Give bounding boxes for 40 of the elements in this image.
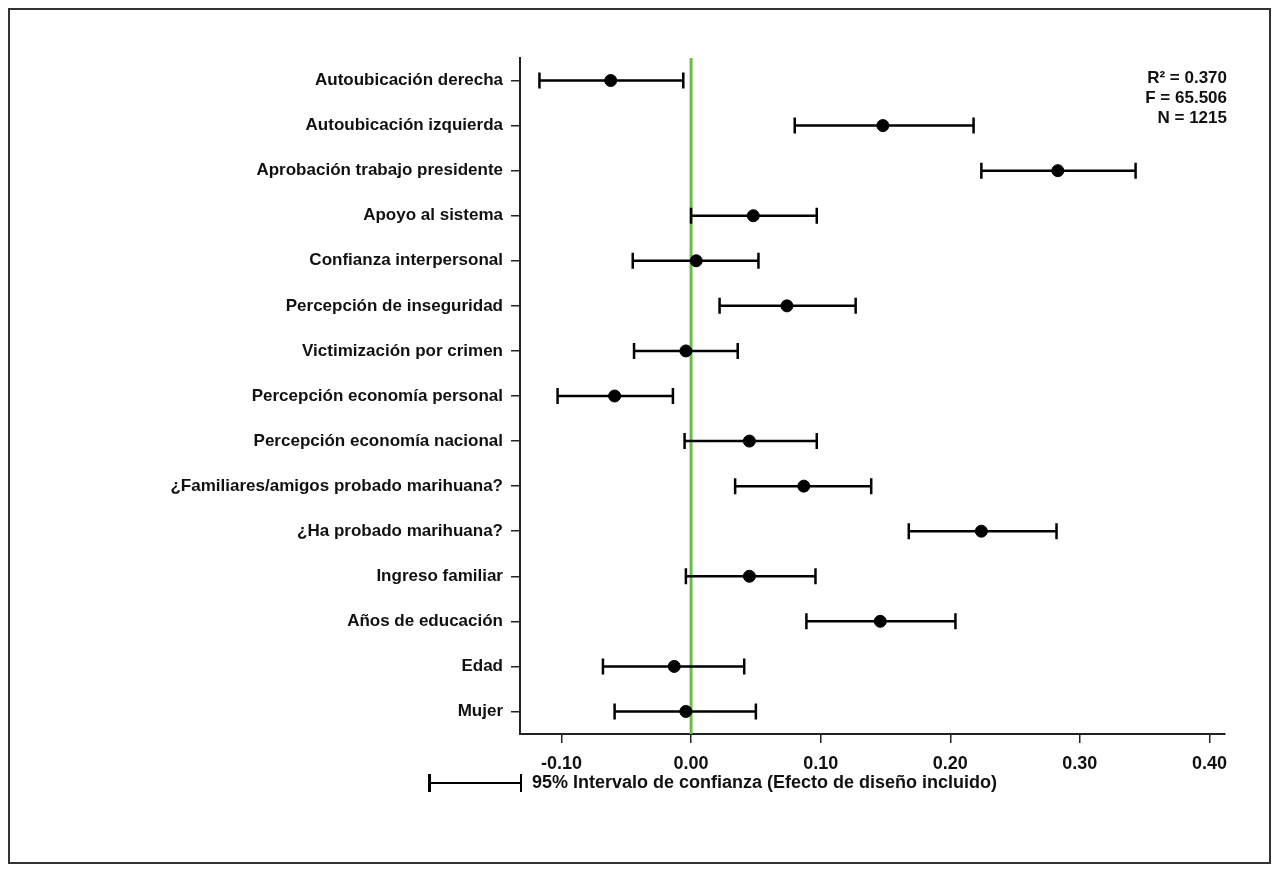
point (679, 704, 693, 718)
y-tick-label: Autoubicación izquierda (305, 115, 504, 135)
y-tick-label: Mujer (457, 701, 504, 721)
text: 95% Intervalo de confianza (Efecto de diseño incluido) (532, 772, 998, 793)
x-tick-label: 0.00 (673, 752, 709, 773)
point (797, 479, 811, 493)
x-tick-label: 0.40 (1191, 752, 1227, 773)
y-tick-label: Percepción economía personal (251, 385, 503, 405)
point (608, 389, 622, 403)
point (746, 209, 760, 223)
annotation: F = 65.506 (1145, 88, 1227, 108)
y-tick-label: Confianza interpersonal (309, 250, 503, 270)
y-tick-label: Victimización por crimen (302, 340, 503, 360)
annotation: N = 1215 (1156, 108, 1227, 128)
y-tick-label: Edad (461, 656, 503, 676)
annotation: R² = 0.370 (1146, 68, 1227, 88)
x-tick-label: 0.10 (803, 752, 839, 773)
y-tick-label: Ingreso familiar (376, 565, 504, 585)
y-tick-label: Apoyo al sistema (363, 205, 504, 225)
point (876, 119, 890, 133)
point (873, 614, 887, 628)
point (974, 524, 988, 538)
y-tick-label: Percepción de inseguridad (285, 295, 503, 315)
point (667, 659, 681, 673)
x-tick-label: -0.10 (540, 752, 582, 773)
point (780, 299, 794, 313)
y-tick-label: ¿Ha probado marihuana? (297, 520, 503, 540)
y-tick-label: Años de educación (347, 611, 503, 631)
point (742, 569, 756, 583)
y-tick-label: Autoubicación derecha (315, 70, 504, 90)
x-tick-label: 0.30 (1062, 752, 1098, 773)
point (689, 254, 703, 268)
y-tick-label: Percepción economía nacional (253, 430, 503, 450)
point (604, 74, 618, 88)
point (1051, 164, 1065, 178)
point (679, 344, 693, 358)
y-tick-label: ¿Familiares/amigos probado marihuana? (170, 475, 503, 495)
x-tick-label: 0.20 (932, 752, 968, 773)
point (742, 434, 756, 448)
y-tick-label: Aprobación trabajo presidente (256, 160, 503, 180)
